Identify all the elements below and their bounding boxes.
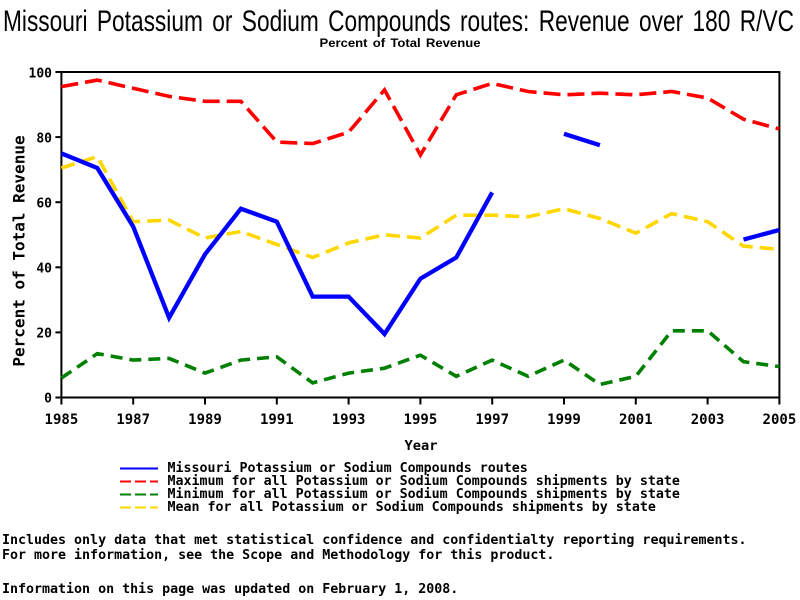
legend-label: Minimum for all Potassium or Sodium Comp…: [167, 487, 680, 503]
y-tick-label: 80: [36, 131, 52, 147]
y-tick-label: 40: [36, 261, 52, 277]
x-tick-label: 1989: [188, 411, 222, 428]
x-tick-label: 1997: [475, 411, 510, 428]
legend-item: Missouri Potassium or Sodium Compounds r…: [120, 462, 680, 475]
x-tick-label: 1987: [116, 411, 151, 428]
legend-label: Maximum for all Potassium or Sodium Comp…: [167, 474, 680, 490]
x-tick-label: 1991: [259, 411, 294, 428]
y-axis-title: Percent of Total Revenue: [9, 135, 29, 367]
legend-label: Mean for all Potassium or Sodium Compoun…: [167, 500, 656, 516]
legend-item: Maximum for all Potassium or Sodium Comp…: [120, 475, 680, 488]
legend-swatch-line: [120, 493, 158, 496]
legend-item: Minimum for all Potassium or Sodium Comp…: [120, 488, 680, 501]
missouri-line: [60, 151, 495, 338]
y-tick-label: 100: [28, 66, 52, 81]
x-tick-label: 2005: [762, 411, 797, 428]
y-tick-label: 60: [36, 196, 52, 212]
x-tick-label: 1985: [44, 411, 79, 428]
x-tick-label: 1993: [331, 411, 366, 428]
legend-swatch-line: [120, 480, 158, 483]
missouri-line: [742, 227, 780, 242]
maximum-line: [61, 78, 780, 159]
mean-line: [60, 154, 780, 260]
chart-subtitle: Percent of Total Revenue: [319, 36, 481, 50]
plot-frame: [60, 71, 781, 399]
chart-title: Missouri Potassium or Sodium Compounds r…: [3, 5, 794, 38]
legend-label: Missouri Potassium or Sodium Compounds r…: [167, 461, 528, 477]
legend-item: Mean for all Potassium or Sodium Compoun…: [120, 501, 680, 514]
footnote-line: Includes only data that met statistical …: [2, 532, 747, 548]
footnote-line: Information on this page was updated on …: [2, 581, 459, 597]
legend: Missouri Potassium or Sodium Compounds r…: [120, 462, 680, 514]
x-axis-title: Year: [404, 438, 438, 454]
x-tick-label: 1999: [547, 411, 581, 428]
y-tick-label: 20: [36, 326, 52, 342]
legend-swatch-line: [120, 506, 158, 509]
legend-swatch-line: [120, 467, 158, 470]
y-tick-label: 0: [44, 391, 52, 407]
x-tick-label: 2003: [690, 411, 725, 428]
footnote-line: For more information, see the Scope and …: [2, 548, 555, 564]
missouri-line: [563, 131, 601, 148]
minimum-line: [60, 328, 780, 387]
x-tick-label: 1995: [403, 411, 438, 428]
x-tick-label: 2001: [618, 411, 653, 428]
